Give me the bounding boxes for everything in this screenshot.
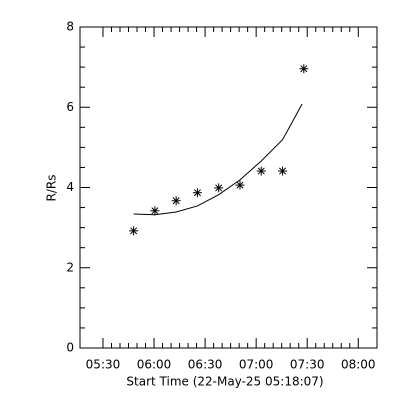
fit-curve bbox=[133, 103, 303, 216]
y-tick-label: 8 bbox=[66, 20, 74, 34]
asterisk-marker bbox=[171, 196, 181, 206]
x-tick-label: 05:30 bbox=[86, 358, 121, 372]
x-tick-label: 08:00 bbox=[341, 358, 376, 372]
y-tick-label: 6 bbox=[66, 100, 74, 114]
marker-stroke bbox=[257, 167, 265, 175]
asterisk-marker bbox=[129, 226, 139, 236]
marker-stroke bbox=[215, 184, 223, 192]
y-axis-label: R/Rs bbox=[45, 175, 59, 202]
asterisk-marker bbox=[235, 180, 245, 190]
asterisk-marker bbox=[278, 166, 288, 176]
marker-stroke bbox=[130, 227, 138, 235]
asterisk-marker bbox=[256, 166, 266, 176]
asterisk-marker bbox=[192, 188, 202, 198]
marker-stroke bbox=[279, 167, 287, 175]
marker-stroke bbox=[300, 65, 308, 73]
marker-stroke bbox=[193, 189, 201, 197]
asterisk-marker bbox=[150, 206, 160, 216]
marker-stroke bbox=[172, 197, 180, 205]
x-axis-label: Start Time (22-May-25 05:18:07) bbox=[126, 375, 323, 389]
marker-stroke bbox=[236, 181, 244, 189]
x-tick-label: 06:00 bbox=[137, 358, 172, 372]
x-tick-label: 06:30 bbox=[188, 358, 223, 372]
asterisk-marker bbox=[214, 183, 224, 193]
y-tick-label: 4 bbox=[66, 180, 74, 194]
y-tick-label: 0 bbox=[66, 341, 74, 355]
y-tick-label: 2 bbox=[66, 260, 74, 274]
x-tick-label: 07:00 bbox=[239, 358, 274, 372]
marker-stroke bbox=[151, 207, 159, 215]
asterisk-marker bbox=[299, 64, 309, 74]
x-tick-label: 07:30 bbox=[290, 358, 325, 372]
